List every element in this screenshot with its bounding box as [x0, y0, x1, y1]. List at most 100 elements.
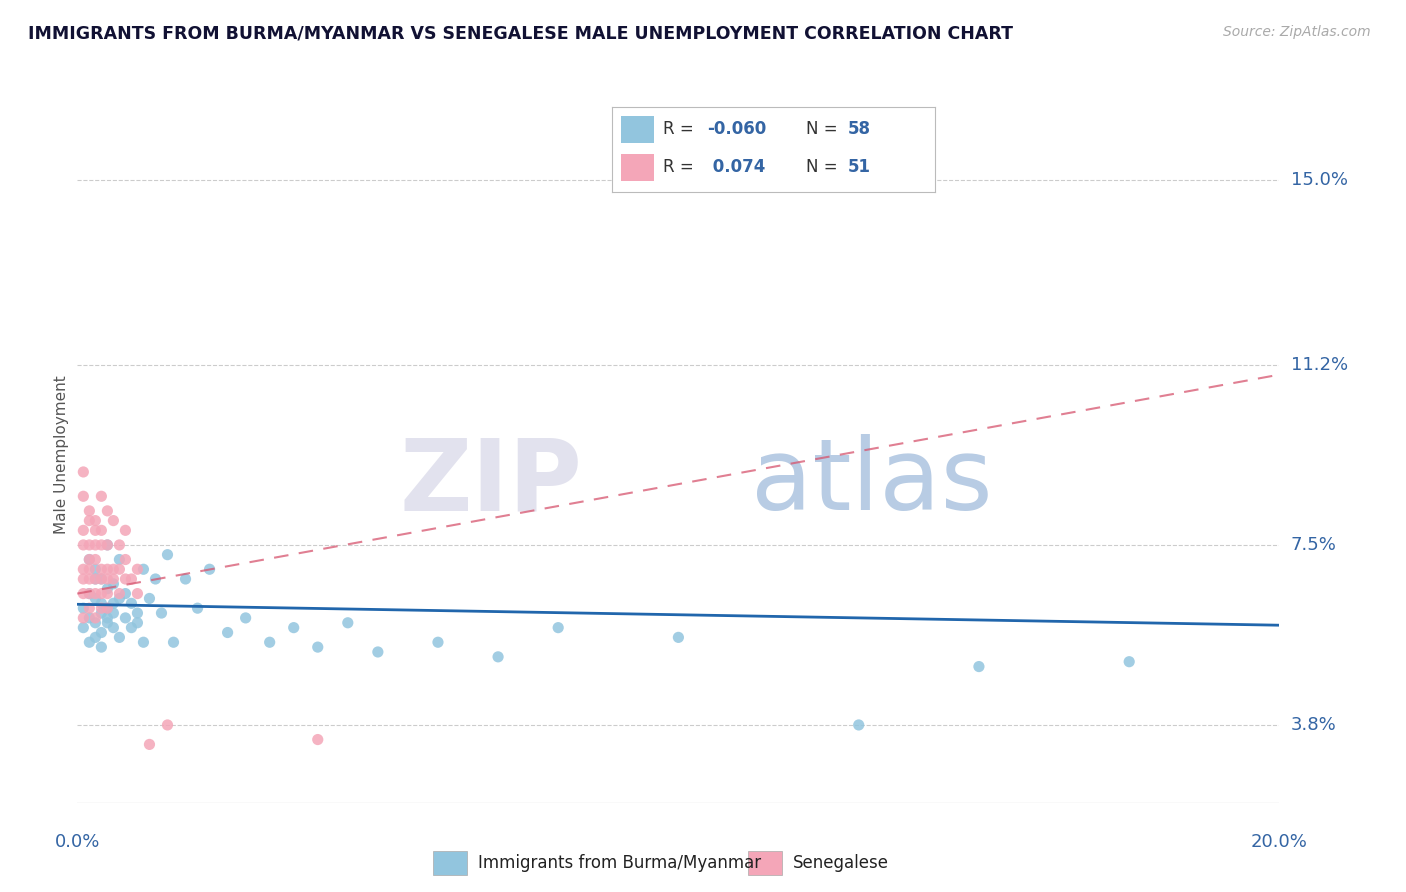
- Point: [79, 572, 101, 586]
- Point: [235, 611, 257, 625]
- Point: [72, 538, 94, 552]
- Point: [79, 552, 101, 566]
- Point: [427, 635, 450, 649]
- Point: [79, 514, 101, 528]
- Point: [127, 562, 149, 576]
- Point: [90, 572, 112, 586]
- Point: [138, 738, 160, 752]
- Text: -0.060: -0.060: [707, 120, 766, 138]
- Point: [72, 489, 94, 503]
- Point: [103, 621, 125, 635]
- Point: [72, 601, 94, 615]
- Point: [103, 606, 125, 620]
- Point: [103, 514, 125, 528]
- Text: Source: ZipAtlas.com: Source: ZipAtlas.com: [1223, 25, 1371, 39]
- Text: N =: N =: [806, 120, 842, 138]
- Point: [1118, 655, 1140, 669]
- Point: [90, 586, 112, 600]
- Point: [96, 582, 118, 596]
- Point: [156, 548, 179, 562]
- Point: [96, 586, 118, 600]
- Point: [114, 524, 136, 538]
- Point: [90, 562, 112, 576]
- Point: [162, 635, 184, 649]
- Text: atlas: atlas: [751, 434, 993, 532]
- Point: [967, 659, 990, 673]
- Point: [108, 552, 131, 566]
- Point: [84, 552, 107, 566]
- Point: [127, 586, 149, 600]
- Point: [132, 635, 155, 649]
- Point: [174, 572, 197, 586]
- Point: [367, 645, 389, 659]
- Point: [103, 562, 125, 576]
- Point: [90, 524, 112, 538]
- Point: [72, 562, 94, 576]
- Text: N =: N =: [806, 158, 842, 177]
- Point: [120, 572, 142, 586]
- Point: [259, 635, 281, 649]
- Point: [96, 572, 118, 586]
- Point: [79, 552, 101, 566]
- Point: [79, 611, 101, 625]
- Point: [90, 596, 112, 610]
- Point: [96, 615, 118, 630]
- Point: [90, 572, 112, 586]
- Point: [120, 621, 142, 635]
- Point: [108, 591, 131, 606]
- Bar: [433, 851, 467, 874]
- Point: [84, 572, 107, 586]
- Text: 15.0%: 15.0%: [1291, 171, 1347, 189]
- Point: [217, 625, 239, 640]
- Point: [307, 732, 329, 747]
- Point: [127, 615, 149, 630]
- Point: [72, 621, 94, 635]
- Text: 3.8%: 3.8%: [1291, 716, 1336, 734]
- Point: [96, 562, 118, 576]
- Point: [283, 621, 305, 635]
- Point: [79, 538, 101, 552]
- Point: [108, 538, 131, 552]
- Point: [79, 601, 101, 615]
- Point: [72, 611, 94, 625]
- Point: [156, 718, 179, 732]
- Point: [84, 538, 107, 552]
- Point: [84, 514, 107, 528]
- Point: [198, 562, 221, 576]
- Point: [79, 504, 101, 518]
- Point: [848, 718, 870, 732]
- Point: [90, 640, 112, 654]
- Point: [150, 606, 173, 620]
- Text: 58: 58: [848, 120, 870, 138]
- Point: [84, 586, 107, 600]
- Point: [84, 615, 107, 630]
- Point: [90, 489, 112, 503]
- Point: [90, 625, 112, 640]
- Point: [96, 611, 118, 625]
- Point: [90, 538, 112, 552]
- Point: [90, 601, 112, 615]
- Point: [127, 606, 149, 620]
- Point: [114, 572, 136, 586]
- Point: [668, 631, 690, 645]
- Point: [84, 524, 107, 538]
- Point: [336, 615, 359, 630]
- Point: [90, 606, 112, 620]
- Point: [84, 562, 107, 576]
- Bar: [621, 116, 654, 143]
- Point: [96, 538, 118, 552]
- Point: [72, 465, 94, 479]
- Point: [103, 596, 125, 610]
- Point: [108, 631, 131, 645]
- Point: [103, 572, 125, 586]
- Point: [96, 601, 118, 615]
- Text: R =: R =: [664, 158, 699, 177]
- Text: 7.5%: 7.5%: [1291, 536, 1337, 554]
- Text: 0.074: 0.074: [707, 158, 765, 177]
- Point: [79, 586, 101, 600]
- Point: [145, 572, 167, 586]
- Point: [79, 586, 101, 600]
- Point: [186, 601, 209, 615]
- Text: Immigrants from Burma/Myanmar: Immigrants from Burma/Myanmar: [478, 854, 761, 871]
- Text: 51: 51: [848, 158, 870, 177]
